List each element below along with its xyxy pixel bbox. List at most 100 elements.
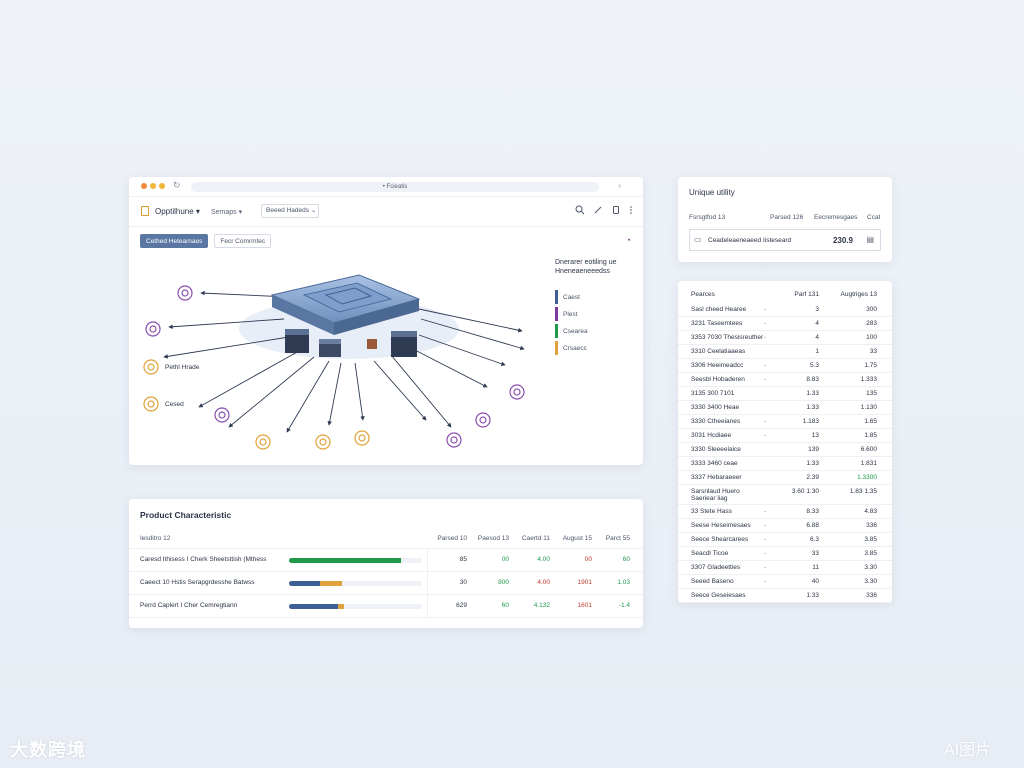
endpoint-icon bbox=[214, 407, 230, 423]
column-header[interactable]: Fsrsgtfod 13 bbox=[689, 214, 726, 221]
cell-value: 60 bbox=[622, 556, 630, 563]
filter-chip-active[interactable]: Cethed Hetearnaes bbox=[140, 234, 209, 248]
table-row[interactable]: 3330 3400 Heae 1.33 1.130 bbox=[678, 401, 892, 415]
column-header[interactable]: Parsed 126 bbox=[770, 214, 804, 221]
table-row[interactable]: 33 Stete Hass - 8.33 4.83 bbox=[678, 505, 892, 519]
table-row[interactable]: Seesbl Hobaderen - 8.83 1.333 bbox=[678, 373, 892, 387]
filter-select[interactable]: Beeed Hadeds ⌄ bbox=[261, 204, 319, 218]
table-row[interactable]: 3231 Taseemtees - 4 283 bbox=[678, 317, 892, 331]
filter-chip[interactable]: Fecr Comrmtec bbox=[214, 234, 272, 248]
refresh-icon[interactable]: ↻ bbox=[173, 180, 181, 190]
row-label: Sasl cheed Hearee bbox=[691, 306, 747, 313]
data-table-card: Pearces Parf 131 Augtriges 13 Sasl cheed… bbox=[678, 281, 892, 603]
maximize-button[interactable] bbox=[159, 183, 165, 189]
table-row[interactable]: 3330 Ctheeianes - 1.183 1.65 bbox=[678, 415, 892, 429]
row-label: 3031 Hcdiaee bbox=[691, 432, 732, 439]
progress-bar bbox=[289, 558, 422, 563]
column-header[interactable]: Parf 131 bbox=[794, 291, 819, 298]
column-header[interactable]: Eecremesgaes bbox=[814, 214, 858, 221]
column-header[interactable]: Ccat bbox=[867, 214, 881, 221]
column-header[interactable]: Caertd 11 bbox=[521, 535, 550, 542]
close-button[interactable] bbox=[141, 183, 147, 189]
more-icon[interactable] bbox=[629, 205, 633, 215]
watermark-text: AI图片 bbox=[944, 742, 992, 759]
cell-value: 100 bbox=[866, 334, 877, 341]
table-row[interactable]: Seece Shearcarees - 6.3 3.85 bbox=[678, 533, 892, 547]
table-row[interactable]: Seece Geseiesaes 1.33 336 bbox=[678, 589, 892, 603]
settings-icon[interactable]: ◔ bbox=[625, 235, 631, 245]
table-row[interactable]: 3330 Sleeeelaice 139 6.600 bbox=[678, 443, 892, 457]
minimize-button[interactable] bbox=[150, 183, 156, 189]
cell-value: 629 bbox=[456, 602, 467, 609]
column-header[interactable]: August 15 bbox=[562, 535, 592, 542]
cell-value: 8.83 bbox=[806, 376, 819, 383]
table-row[interactable]: 3031 Hcdiaee - 13 1.85 bbox=[678, 429, 892, 443]
table-row[interactable]: Sarsnlaud Huero Saeriear liag 3.60 1.30 1.… bbox=[678, 485, 892, 505]
cell-value: 5.3 bbox=[809, 362, 819, 369]
table-row[interactable]: 3307 Gladeetties - 11 3.30 bbox=[678, 561, 892, 575]
column-header[interactable]: Parct 55 bbox=[605, 535, 630, 542]
cell-value: - bbox=[764, 522, 767, 529]
app-title[interactable]: Opptilhune ▾ bbox=[155, 207, 200, 216]
calculator-icon[interactable]: ▤ bbox=[866, 235, 874, 244]
view-dropdown[interactable]: Semaps ▾ bbox=[211, 209, 243, 216]
module-icon bbox=[319, 339, 341, 357]
column-divider bbox=[427, 572, 428, 595]
unique-utility-card: Unique utility Fsrsgtfod 13 Parsed 126 E… bbox=[678, 177, 892, 262]
cell-value: 1.75 bbox=[864, 362, 877, 369]
connection-arrows bbox=[163, 290, 525, 433]
search-icon[interactable] bbox=[575, 205, 585, 215]
cell-value: 1.831 bbox=[860, 460, 877, 467]
copy-icon[interactable] bbox=[611, 205, 621, 215]
address-bar[interactable]: • Fcieatis bbox=[191, 182, 599, 192]
table-row[interactable]: Sasl cheed Hearee - 3 300 bbox=[678, 303, 892, 317]
module-icon bbox=[285, 329, 309, 353]
cell-value: - bbox=[764, 418, 767, 425]
row-label: 3337 Hebaraeeer bbox=[691, 474, 742, 481]
cell-value: 135 bbox=[866, 390, 877, 397]
table-row[interactable]: Perrd Caplert I Cher Cemregtiann 629 60 4.1… bbox=[129, 595, 643, 618]
column-header[interactable]: Iesditro 12 bbox=[140, 535, 171, 542]
column-header[interactable]: Parsed 10 bbox=[437, 535, 467, 542]
utility-row[interactable]: ▭ Ceadeleaeneaeed Iisteseard 230.9 ▤ bbox=[689, 229, 881, 251]
column-header[interactable]: Pearces bbox=[691, 291, 715, 298]
table-row[interactable]: Seacdl Ticoe - 33 3.85 bbox=[678, 547, 892, 561]
pencil-icon[interactable] bbox=[593, 205, 603, 215]
cell-value: 1.33 bbox=[806, 390, 819, 397]
cell-value: - bbox=[764, 432, 767, 439]
row-label: 3306 Heeimeadcc bbox=[691, 362, 744, 369]
table-row[interactable]: Seeed Baseno - 40 3.30 bbox=[678, 575, 892, 589]
legend-swatch bbox=[555, 307, 558, 321]
row-label: 3231 Taseemtees bbox=[691, 320, 743, 327]
forward-icon[interactable]: › bbox=[618, 181, 621, 190]
progress-bar bbox=[289, 581, 422, 586]
toolbar-icons bbox=[575, 205, 633, 215]
cell-value: 1901 bbox=[577, 579, 592, 586]
cell-value: 1.333 bbox=[860, 376, 877, 383]
table-header: Iesditro 12 Parsed 10 Paesod 13 Caertd 1… bbox=[129, 529, 643, 549]
table-row[interactable]: Caeect 10 Hstis Serapgrdesshe Batwss 30 80… bbox=[129, 572, 643, 595]
product-characteristic-card: Product Characteristic Iesditro 12 Parse… bbox=[129, 499, 643, 628]
table-row[interactable]: 3135 300 7101 1.33 135 bbox=[678, 387, 892, 401]
cell-value: - bbox=[764, 536, 767, 543]
column-header[interactable]: Paesod 13 bbox=[477, 535, 509, 542]
row-label: 33 Stete Hass bbox=[691, 508, 732, 515]
table-row[interactable]: 3306 Heeimeadcc - 5.3 1.75 bbox=[678, 359, 892, 373]
table-row[interactable]: 3337 Hebaraeeer 2.39 1.3300 bbox=[678, 471, 892, 485]
module-icon bbox=[391, 331, 417, 357]
cell-value: 40 bbox=[811, 578, 819, 585]
cell-value: - bbox=[764, 508, 767, 515]
cell-value: - bbox=[764, 320, 767, 327]
filter-chips: Cethed Hetearnaes Fecr Comrmtec bbox=[140, 234, 272, 248]
row-label: Caeect 10 Hstis Serapgrdesshe Batwss bbox=[140, 579, 255, 586]
legend-item: Plest bbox=[555, 307, 635, 321]
table-row[interactable]: Seese Heseimesaes - 6.88 336 bbox=[678, 519, 892, 533]
row-label: 3307 Gladeetties bbox=[691, 564, 741, 571]
table-row[interactable]: Caresd Ithisess I Cherk Sheetsttish (Mth… bbox=[129, 549, 643, 572]
table-row[interactable]: 3353 7030 Thesisreuther - 4 100 bbox=[678, 331, 892, 345]
progress-fill bbox=[289, 604, 339, 609]
legend-item: Crsaecc bbox=[555, 341, 635, 355]
table-row[interactable]: 3310 Ceelatiaaeas 1 33 bbox=[678, 345, 892, 359]
column-header[interactable]: Augtriges 13 bbox=[840, 291, 878, 298]
table-row[interactable]: 3333 3460 ceae 1.33 1.831 bbox=[678, 457, 892, 471]
